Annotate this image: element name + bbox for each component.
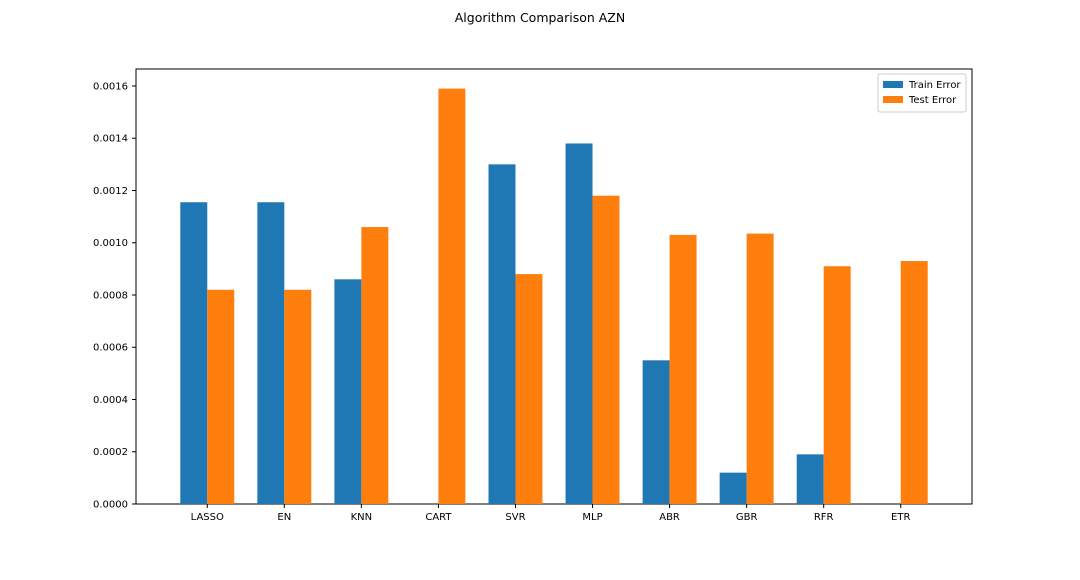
y-tick-label: 0.0014 bbox=[93, 134, 128, 145]
bar-train-gbr bbox=[719, 472, 747, 504]
legend[interactable]: Train Error Test Error bbox=[877, 73, 967, 113]
bar-train-abr bbox=[642, 360, 670, 504]
bar-test-en bbox=[284, 289, 312, 504]
y-tick-label: 0.0004 bbox=[93, 395, 128, 406]
bar-test-lasso bbox=[207, 289, 235, 504]
x-tick-label: SVR bbox=[505, 512, 525, 523]
y-tick-label: 0.0006 bbox=[93, 343, 128, 354]
x-tick-label: ETR bbox=[891, 512, 910, 523]
bar-train-rfr bbox=[796, 454, 824, 504]
bar-test-etr bbox=[900, 261, 928, 504]
x-tick-label: LASSO bbox=[191, 512, 224, 523]
y-tick-label: 0.0008 bbox=[93, 290, 128, 301]
bar-train-mlp bbox=[565, 143, 593, 504]
legend-swatch bbox=[883, 81, 903, 88]
bar-test-gbr bbox=[746, 233, 774, 504]
legend-label[interactable]: Test Error bbox=[908, 95, 957, 106]
x-tick-label: GBR bbox=[736, 512, 758, 523]
x-tick-label: MLP bbox=[582, 512, 602, 523]
bar-test-cart bbox=[438, 88, 466, 504]
bar-test-rfr bbox=[823, 266, 851, 504]
plot-area bbox=[135, 68, 973, 505]
bar-train-knn bbox=[334, 279, 362, 504]
y-tick-label: 0.0002 bbox=[93, 447, 128, 458]
bars bbox=[180, 88, 928, 505]
y-tick-label: 0.0012 bbox=[93, 186, 128, 197]
legend-swatch bbox=[883, 96, 903, 103]
bar-test-svr bbox=[515, 274, 543, 504]
y-tick-label: 0.0000 bbox=[93, 500, 128, 511]
x-tick-label: EN bbox=[277, 512, 291, 523]
bar-test-abr bbox=[669, 234, 697, 504]
y-tick-label: 0.0016 bbox=[93, 81, 128, 92]
x-axis: LASSO EN KNN CART SVR MLP ABR GBR RFR ETR bbox=[191, 504, 910, 523]
bar-test-knn bbox=[361, 227, 389, 504]
bar-train-svr bbox=[488, 164, 516, 505]
x-tick-label: ABR bbox=[659, 512, 680, 523]
x-tick-label: RFR bbox=[814, 512, 834, 523]
chart-title: Algorithm Comparison AZN bbox=[455, 10, 625, 25]
x-tick-label: KNN bbox=[351, 512, 373, 523]
bar-test-mlp bbox=[592, 195, 620, 504]
bar-train-lasso bbox=[180, 202, 208, 505]
bar-train-en bbox=[257, 202, 285, 505]
y-tick-label: 0.0010 bbox=[93, 238, 128, 249]
legend-label[interactable]: Train Error bbox=[908, 80, 961, 91]
y-axis: 0.0000 0.0002 0.0004 0.0006 0.0008 0.0010 0.00… bbox=[93, 81, 136, 511]
x-tick-label: CART bbox=[425, 512, 452, 523]
plot-frame bbox=[135, 68, 973, 505]
